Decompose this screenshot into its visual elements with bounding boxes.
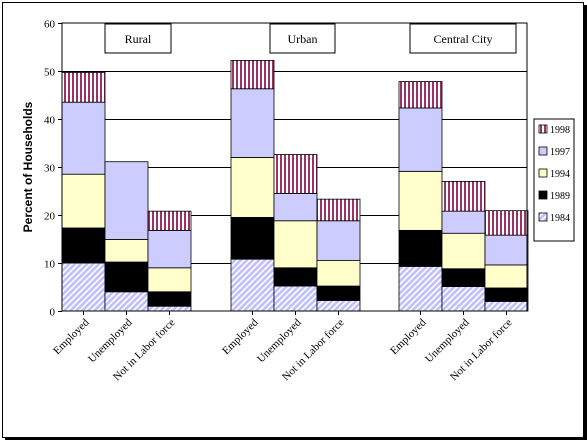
y-tick-label: 60 bbox=[44, 19, 56, 31]
legend: 1998 1997 1994 1989 1984 bbox=[533, 118, 575, 242]
group-label-box bbox=[409, 23, 517, 54]
legend-label: 1997 bbox=[550, 147, 570, 158]
bar-segment-1997 bbox=[104, 161, 149, 240]
bar-segment-1989 bbox=[316, 285, 361, 301]
bar-segment-1989 bbox=[398, 229, 443, 267]
bar-segment-1989 bbox=[230, 216, 275, 260]
bar-segment-1998 bbox=[147, 210, 192, 231]
x-category-label: Employed bbox=[220, 316, 261, 357]
legend-swatch-1994 bbox=[538, 168, 548, 178]
group-label: Urban bbox=[288, 32, 318, 46]
bar-segment-1994 bbox=[273, 220, 318, 269]
bar-segment-1998 bbox=[316, 198, 361, 222]
bar-segment-1994 bbox=[398, 170, 443, 231]
x-category-label: Employed bbox=[388, 316, 429, 357]
legend-swatch-1998 bbox=[538, 124, 548, 134]
bar-segment-1989 bbox=[484, 287, 529, 302]
bar-segment-1989 bbox=[441, 268, 486, 287]
bar-segment-1989 bbox=[104, 261, 149, 293]
group-label: Central City bbox=[434, 32, 493, 46]
bar-segment-1984 bbox=[61, 262, 106, 312]
bar-segment-1994 bbox=[104, 239, 149, 263]
group-label-box bbox=[269, 23, 336, 54]
bars bbox=[61, 60, 529, 312]
bar-segment-1984 bbox=[398, 265, 443, 312]
bar-segment-1984 bbox=[230, 258, 275, 312]
y-tick-label: 30 bbox=[44, 163, 56, 175]
bar-segment-1997 bbox=[230, 88, 275, 158]
y-tick-label: 0 bbox=[50, 307, 56, 319]
y-tick-label: 10 bbox=[44, 259, 56, 271]
bar-segment-1989 bbox=[61, 227, 106, 264]
bar-segment-1998 bbox=[441, 180, 486, 212]
bar-segment-1984 bbox=[441, 286, 486, 312]
y-axis-label: Percent of Households bbox=[21, 101, 35, 232]
group-label-box bbox=[104, 23, 172, 54]
bar-segment-1997 bbox=[398, 107, 443, 172]
bar-segment-1989 bbox=[147, 291, 192, 307]
y-tick-label: 20 bbox=[44, 211, 56, 223]
bar-segment-1998 bbox=[398, 81, 443, 109]
legend-label: 1998 bbox=[550, 125, 570, 136]
legend-label: 1994 bbox=[550, 169, 570, 180]
bar-segment-1998 bbox=[273, 154, 318, 194]
bar-segment-1998 bbox=[61, 72, 106, 103]
bar-segment-1994 bbox=[61, 173, 106, 229]
x-category-label: Employed bbox=[51, 316, 92, 357]
bar-segment-1989 bbox=[273, 267, 318, 287]
bar-segment-1997 bbox=[147, 229, 192, 269]
legend-swatch-1997 bbox=[538, 146, 548, 156]
bar-segment-1997 bbox=[441, 210, 486, 234]
legend-swatch-1984 bbox=[538, 212, 548, 222]
group-label: Rural bbox=[125, 32, 152, 46]
bar-segment-1994 bbox=[230, 156, 275, 218]
legend-label: 1984 bbox=[550, 213, 570, 224]
bar-segment-1994 bbox=[441, 232, 486, 270]
bar-segment-1984 bbox=[484, 300, 529, 312]
bar-segment-1998 bbox=[230, 60, 275, 90]
bar-segment-1994 bbox=[484, 264, 529, 289]
bar-segment-1984 bbox=[273, 285, 318, 312]
bar-segment-1997 bbox=[316, 220, 361, 261]
bar-segment-1984 bbox=[104, 291, 149, 312]
y-tick-label: 50 bbox=[44, 67, 56, 79]
bar-segment-1997 bbox=[273, 192, 318, 222]
bar-segment-1984 bbox=[316, 300, 361, 312]
bar-segment-1994 bbox=[147, 267, 192, 293]
bar-segment-1998 bbox=[484, 210, 529, 236]
axes bbox=[58, 22, 528, 315]
legend-swatch-1989 bbox=[538, 190, 548, 200]
bar-segment-1994 bbox=[316, 260, 361, 287]
bar-segment-1997 bbox=[484, 234, 529, 266]
bar-segment-1984 bbox=[147, 305, 192, 312]
legend-label: 1989 bbox=[550, 191, 570, 202]
bar-segment-1997 bbox=[61, 101, 106, 175]
y-tick-label: 40 bbox=[44, 115, 56, 127]
